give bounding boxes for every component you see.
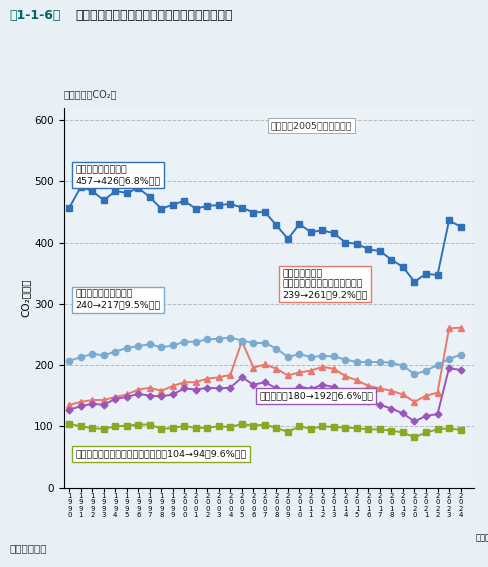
Text: 業務その他部門
（商業・サービス・事業所等）
239→261（9.2%増）: 業務その他部門 （商業・サービス・事業所等） 239→261（9.2%増） [282,269,367,299]
Text: 図1-1-6: 図1-1-6 [10,9,61,22]
Text: エネルギー転換部門（発電所等）　104→94（9.6%減）: エネルギー転換部門（発電所等） 104→94（9.6%減） [75,450,246,459]
Y-axis label: CO₂排出量: CO₂排出量 [20,278,30,317]
Text: 運輸部門（自動車等）
240→217（9.5%減）: 運輸部門（自動車等） 240→217（9.5%減） [75,290,160,309]
Text: （年度）: （年度） [474,534,488,543]
Text: 資料：環境省: 資料：環境省 [10,543,47,553]
Text: 部門別エネルギー起源二酸化炭素排出量の推移: 部門別エネルギー起源二酸化炭素排出量の推移 [76,9,233,22]
Text: （　）は2005年度比増減率: （ ）は2005年度比増減率 [270,121,351,130]
Text: 家庭部門　180→192（6.6%増）: 家庭部門 180→192（6.6%増） [259,391,372,400]
Text: （百万トンCO₂）: （百万トンCO₂） [63,89,117,99]
Text: 産業部門（工場等）
457→426（6.8%減）: 産業部門（工場等） 457→426（6.8%減） [75,166,160,185]
